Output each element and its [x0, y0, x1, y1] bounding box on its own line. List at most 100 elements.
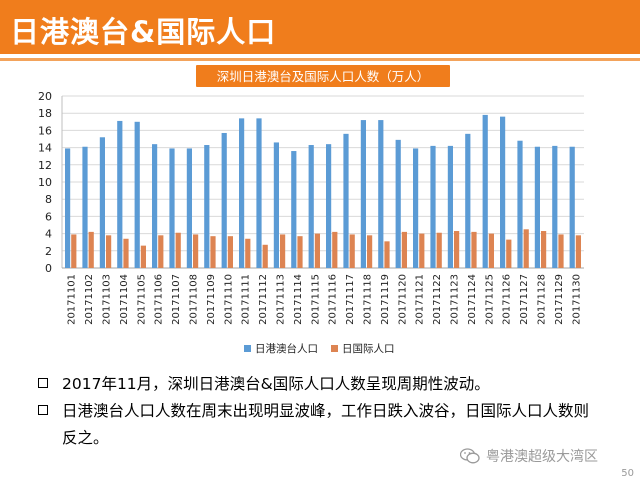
- y-tick-label: 10: [38, 176, 52, 189]
- y-tick-label: 0: [45, 262, 52, 275]
- x-tick-label: 20171112: [258, 274, 269, 325]
- page-number: 50: [621, 468, 634, 479]
- bullet-text: 日港澳台人口人数在周末出现明显波峰，工作日跌入波谷，日国际人口人数则: [62, 402, 590, 420]
- x-tick-label: 20171106: [154, 274, 165, 325]
- x-tick-label: 20171117: [345, 274, 356, 325]
- bar-series-1: [308, 145, 314, 268]
- x-tick-label: 20171114: [293, 274, 304, 325]
- y-tick-label: 8: [45, 193, 52, 206]
- bar-series-2: [471, 231, 477, 268]
- bar-series-1: [99, 137, 105, 268]
- x-tick-label: 20171127: [519, 274, 530, 325]
- x-tick-label: 20171116: [328, 274, 339, 325]
- bar-series-1: [534, 146, 540, 268]
- bar-series-2: [106, 235, 112, 268]
- bar-series-1: [378, 120, 384, 268]
- x-tick-label: 20171115: [310, 274, 321, 325]
- bar-series-1: [569, 146, 575, 268]
- bar-series-2: [454, 231, 460, 268]
- bar-series-2: [175, 232, 181, 268]
- y-tick-label: 4: [45, 228, 52, 241]
- y-tick-label: 20: [38, 90, 52, 103]
- bar-series-2: [210, 236, 216, 268]
- bullet-item: 2017年11月，深圳日港澳台&国际人口人数呈现周期性波动。: [36, 371, 636, 398]
- legend-label: 日国际人口: [342, 343, 395, 355]
- x-tick-label: 20171124: [467, 274, 478, 325]
- bar-series-2: [541, 231, 547, 268]
- bar-series-1: [343, 133, 349, 268]
- bar-series-1: [117, 120, 123, 268]
- bar-series-2: [314, 233, 320, 268]
- legend-label: 日港澳台人口: [255, 342, 318, 355]
- bar-series-1: [552, 145, 558, 268]
- x-tick-label: 20171119: [380, 274, 391, 325]
- bar-series-2: [367, 235, 373, 268]
- bar-series-1: [500, 116, 506, 268]
- x-tick-label: 20171120: [397, 274, 408, 325]
- bar-series-2: [193, 234, 199, 268]
- x-tick-label: 20171110: [223, 274, 234, 325]
- x-tick-label: 20171102: [84, 274, 95, 325]
- bar-series-1: [134, 121, 140, 268]
- x-tick-label: 20171130: [571, 274, 582, 325]
- bar-chart: 深圳日港澳台及国际人口人数（万人） 0 2 4 6 8 10 12 14 16 18 20 201711…: [38, 65, 584, 355]
- bar-series-2: [71, 234, 77, 268]
- bar-series-2: [123, 238, 129, 268]
- chart-title: 深圳日港澳台及国际人口人数（万人）: [217, 69, 430, 84]
- bar-series-1: [291, 151, 297, 268]
- bar-series-2: [575, 235, 581, 268]
- bar-series-2: [401, 231, 407, 268]
- bar-series-1: [169, 148, 175, 268]
- bar-series-1: [430, 145, 436, 268]
- legend-swatch: [331, 345, 338, 352]
- x-tick-label: 20171118: [363, 274, 374, 325]
- x-tick-label: 20171107: [171, 274, 182, 325]
- x-tick-label: 20171111: [241, 274, 252, 325]
- x-tick-label: 20171123: [450, 274, 461, 325]
- bar-series-2: [488, 233, 494, 268]
- y-tick-label: 6: [45, 210, 52, 223]
- bar-series-2: [140, 245, 146, 268]
- bar-series-1: [65, 148, 71, 268]
- header-divider: [0, 58, 640, 61]
- bullet-item: 日港澳台人口人数在周末出现明显波峰，工作日跌入波谷，日国际人口人数则: [36, 398, 636, 425]
- bar-series-2: [88, 231, 94, 268]
- watermark-text: 粤港澳超级大湾区: [486, 449, 598, 465]
- bar-series-1: [239, 118, 245, 268]
- bar-series-2: [297, 236, 303, 268]
- y-tick-label: 14: [38, 142, 52, 155]
- bar-series-2: [349, 234, 355, 268]
- bar-series-2: [506, 239, 512, 268]
- bar-series-1: [465, 133, 471, 268]
- bar-series-1: [482, 114, 488, 268]
- x-tick-label: 20171128: [537, 274, 548, 325]
- bar-series-1: [447, 145, 453, 268]
- x-tick-label: 20171105: [136, 274, 147, 325]
- bar-series-1: [204, 145, 210, 268]
- bar-series-2: [332, 231, 338, 268]
- bar-series-2: [419, 233, 425, 268]
- bar-series-2: [558, 234, 564, 268]
- bar-series-2: [384, 241, 390, 268]
- checkbox-bullet-icon: [38, 405, 48, 415]
- x-tick-label: 20171129: [554, 274, 565, 325]
- x-tick-label: 20171121: [415, 274, 426, 325]
- bar-series-2: [523, 229, 529, 268]
- bar-series-1: [256, 118, 262, 268]
- bar-series-2: [280, 234, 286, 268]
- bullet-list: 2017年11月，深圳日港澳台&国际人口人数呈现周期性波动。 日港澳台人口人数在…: [36, 371, 636, 452]
- x-tick-label: 20171103: [102, 274, 113, 325]
- y-tick-label: 18: [38, 107, 52, 120]
- checkbox-bullet-icon: [38, 378, 48, 388]
- bar-series-1: [82, 146, 88, 268]
- wechat-icon: [460, 448, 480, 464]
- bar-series-1: [413, 148, 419, 268]
- bar-series-1: [395, 139, 401, 268]
- x-tick-label: 20171126: [502, 274, 513, 325]
- y-tick-label: 12: [38, 159, 52, 172]
- watermark: 粤港澳超级大湾区: [460, 446, 598, 466]
- slide-header: 日港澳台&国际人口: [0, 0, 640, 54]
- x-tick-label: 20171108: [189, 274, 200, 325]
- x-tick-label: 20171125: [484, 274, 495, 325]
- y-tick-label: 2: [45, 245, 52, 258]
